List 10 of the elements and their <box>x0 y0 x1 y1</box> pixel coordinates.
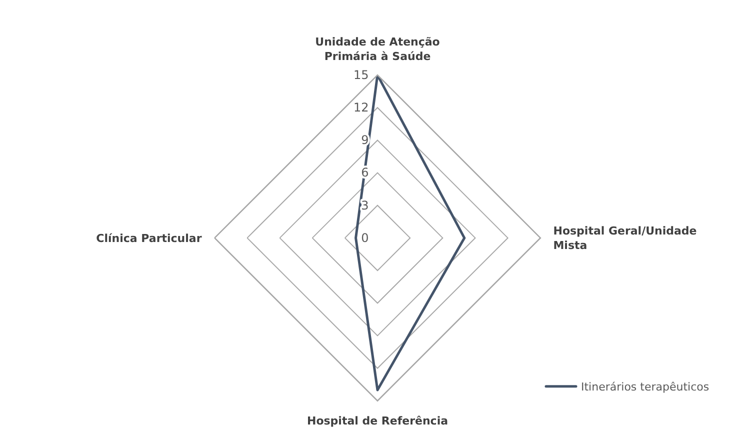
legend-label: Itinerários terapêuticos <box>581 380 710 394</box>
spoke-label: Unidade de Atenção Primária à Saúde <box>315 36 440 64</box>
spoke-label: Clínica Particular <box>96 232 202 245</box>
spoke-label: Hospital Geral/Unidade Mista <box>553 224 697 252</box>
y-tick-label: 0 <box>361 230 369 245</box>
spoke-label: Hospital de Referência <box>306 414 448 428</box>
y-tick-label: 15 <box>354 68 369 82</box>
y-tick-label: 12 <box>354 100 369 115</box>
y-tick-label: 9 <box>361 133 369 148</box>
y-tick-label: 3 <box>361 198 369 212</box>
